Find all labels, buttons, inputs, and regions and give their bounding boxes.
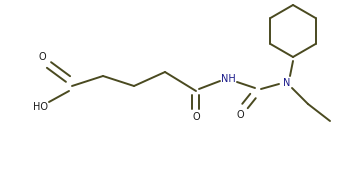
Text: O: O xyxy=(236,110,244,120)
Text: N: N xyxy=(283,78,291,88)
Text: O: O xyxy=(38,52,46,62)
Text: O: O xyxy=(192,112,200,122)
Text: HO: HO xyxy=(32,102,47,112)
Text: NH: NH xyxy=(221,74,235,84)
